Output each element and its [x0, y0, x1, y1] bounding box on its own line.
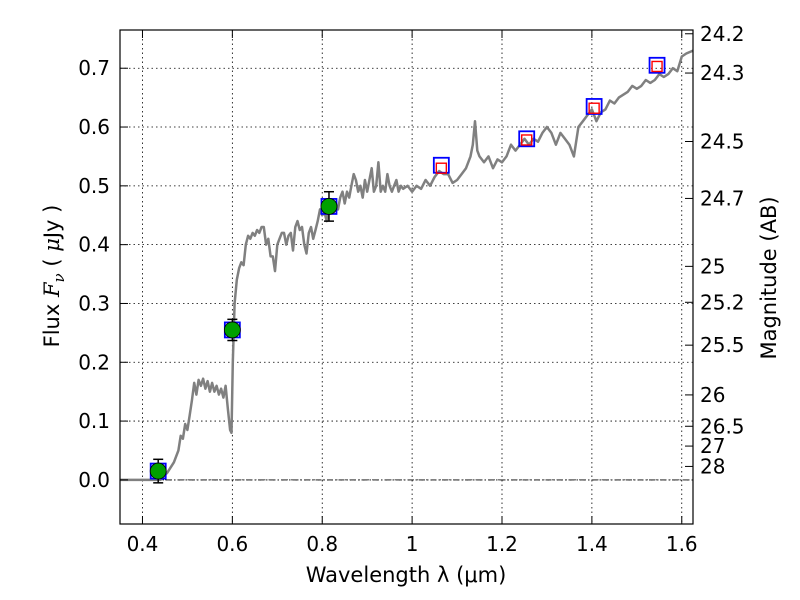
x-tick-label-4: 1.2: [486, 532, 518, 556]
y2-tick-label-0: 24.2: [700, 22, 745, 46]
y-tick-label-0: 0.0: [78, 468, 110, 492]
y2-tick-label-6: 25.5: [700, 333, 745, 357]
y2-tick-label-1: 24.3: [700, 61, 745, 85]
y2-tick-label-10: 28: [700, 454, 725, 478]
y-tick-label-4: 0.4: [78, 233, 110, 257]
axis-ticks: [120, 30, 693, 524]
y2-tick-label-8: 26.5: [700, 414, 745, 438]
y2-tick-label-3: 24.7: [700, 186, 745, 210]
y-tick-label-3: 0.3: [78, 291, 110, 315]
upper-limit-marker-1: [521, 134, 533, 146]
upper-limit-marker-0: [435, 162, 448, 174]
upper-limit-marker-2: [588, 102, 600, 114]
y-tick-labels: 0.0 0.1 0.2 0.3 0.4 0.5 0.6 0.7: [78, 56, 110, 492]
x-tick-label-0: 0.4: [127, 532, 159, 556]
model-flux-marker-6: [648, 56, 666, 74]
x-tick-label-2: 0.8: [306, 532, 338, 556]
y2-tick-label-5: 25.2: [700, 290, 745, 314]
y2-tick-label-4: 25: [700, 254, 725, 278]
y-tick-label-6: 0.6: [78, 115, 110, 139]
x-tick-label-3: 1: [406, 532, 419, 556]
y2-tick-label-2: 24.5: [700, 130, 745, 154]
data-markers: [149, 56, 666, 480]
model-flux-marker-4: [518, 130, 536, 148]
y2-axis-label: Magnitude (AB): [757, 196, 781, 359]
y-tick-label-7: 0.7: [78, 56, 110, 80]
observed-flux-marker-1: [223, 321, 241, 339]
y-tick-label-5: 0.5: [78, 174, 110, 198]
x-axis-label: Wavelength λ (μm): [306, 563, 507, 587]
model-flux-marker-5: [585, 98, 603, 115]
plot-frame: [119, 29, 694, 525]
x-tick-label-1: 0.6: [216, 532, 248, 556]
y-axis-label: Flux Fν ( μJy ): [40, 205, 68, 348]
y2-tick-label-7: 26: [700, 383, 725, 407]
y-tick-label-1: 0.1: [78, 409, 110, 433]
observed-flux-marker-0: [149, 462, 167, 480]
x-tick-labels: 0.4 0.6 0.8 1 1.2 1.4 1.6: [127, 532, 698, 556]
y-tick-label-2: 0.2: [78, 350, 110, 374]
x-tick-label-6: 1.6: [666, 532, 698, 556]
observed-flux-marker-2: [320, 198, 338, 215]
y2-tick-label-9: 27: [700, 434, 725, 458]
grid-lines: [120, 30, 693, 524]
model-spectrum-line: [120, 49, 693, 482]
upper-limit-marker-3: [651, 60, 663, 73]
x-tick-label-5: 1.4: [576, 532, 608, 556]
